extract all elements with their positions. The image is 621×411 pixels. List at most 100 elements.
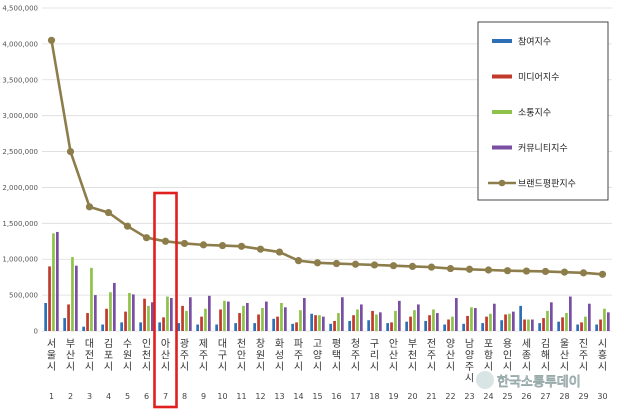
bar xyxy=(219,309,222,331)
x-index-label: 28 xyxy=(559,392,569,401)
x-index-label: 27 xyxy=(540,392,550,401)
bar xyxy=(443,324,446,331)
bar xyxy=(436,313,439,331)
y-tick-label: 3,000,000 xyxy=(2,112,38,120)
y-tick-label: 4,000,000 xyxy=(2,40,38,48)
bar xyxy=(405,321,408,331)
x-index-label: 15 xyxy=(312,392,322,401)
bar xyxy=(94,295,97,331)
bar xyxy=(124,311,127,331)
bar xyxy=(48,266,51,331)
bar xyxy=(322,316,325,331)
line-point xyxy=(47,36,56,44)
bar xyxy=(139,322,142,331)
line-point xyxy=(218,241,227,250)
bar xyxy=(253,323,256,331)
bar xyxy=(584,316,587,331)
bar xyxy=(272,318,275,331)
bar xyxy=(333,320,336,331)
x-index-label: 30 xyxy=(597,392,607,401)
bar xyxy=(71,257,74,331)
line-point xyxy=(332,259,341,268)
bar xyxy=(147,305,150,331)
bar xyxy=(257,314,260,331)
bar xyxy=(90,267,93,331)
x-index-label: 4 xyxy=(106,392,111,401)
legend-swatch xyxy=(492,110,512,114)
bar xyxy=(599,319,602,331)
y-tick-label: 3,500,000 xyxy=(2,76,38,84)
bar xyxy=(470,307,473,331)
bar xyxy=(44,303,47,331)
bar xyxy=(413,310,416,331)
line-point xyxy=(427,263,436,271)
bar xyxy=(531,319,534,331)
line-point xyxy=(142,234,151,242)
bar xyxy=(200,316,203,331)
x-index-label: 6 xyxy=(144,392,149,401)
bar xyxy=(417,304,420,331)
bar xyxy=(447,319,450,331)
bar xyxy=(432,309,435,331)
line-point xyxy=(104,208,113,217)
bar xyxy=(314,315,317,331)
bar xyxy=(82,326,85,331)
x-index-label: 10 xyxy=(217,392,227,401)
x-index-label: 13 xyxy=(274,392,284,401)
line-point xyxy=(199,241,208,249)
bar xyxy=(181,305,184,331)
bar xyxy=(588,303,591,331)
watermark-logo xyxy=(476,371,494,389)
line-point xyxy=(161,237,170,245)
y-tick-label: 1,500,000 xyxy=(2,220,38,228)
bar xyxy=(569,296,572,331)
x-index-label: 7 xyxy=(163,392,168,401)
bar xyxy=(428,315,431,331)
bar xyxy=(462,323,465,331)
bar xyxy=(310,313,313,331)
x-index-label: 2 xyxy=(68,392,73,401)
bar xyxy=(519,305,522,331)
legend-swatch xyxy=(492,145,512,150)
bar xyxy=(451,316,454,331)
y-tick-label: 500,000 xyxy=(9,292,38,300)
bar xyxy=(234,323,237,331)
bar xyxy=(466,315,469,331)
bar xyxy=(63,318,66,331)
bar xyxy=(504,314,507,331)
line-point xyxy=(598,270,607,278)
bar xyxy=(527,319,530,331)
bar xyxy=(189,297,192,331)
bar xyxy=(576,324,579,331)
bar xyxy=(546,310,549,331)
x-index-label: 21 xyxy=(426,392,436,401)
bar xyxy=(542,318,545,331)
bar xyxy=(538,323,541,331)
legend-label: 참여지수 xyxy=(518,36,551,48)
y-tick-label: 2,500,000 xyxy=(2,148,38,156)
bar xyxy=(215,324,218,331)
bar xyxy=(485,316,488,331)
bar xyxy=(603,308,606,331)
bar xyxy=(295,322,298,331)
x-index-label: 1 xyxy=(49,392,54,401)
bar xyxy=(607,312,610,331)
bar xyxy=(580,322,583,331)
bar xyxy=(390,322,393,331)
line-point xyxy=(275,248,284,256)
bar xyxy=(105,308,108,331)
bar xyxy=(143,298,146,331)
bar xyxy=(128,292,131,331)
bar xyxy=(177,323,180,331)
